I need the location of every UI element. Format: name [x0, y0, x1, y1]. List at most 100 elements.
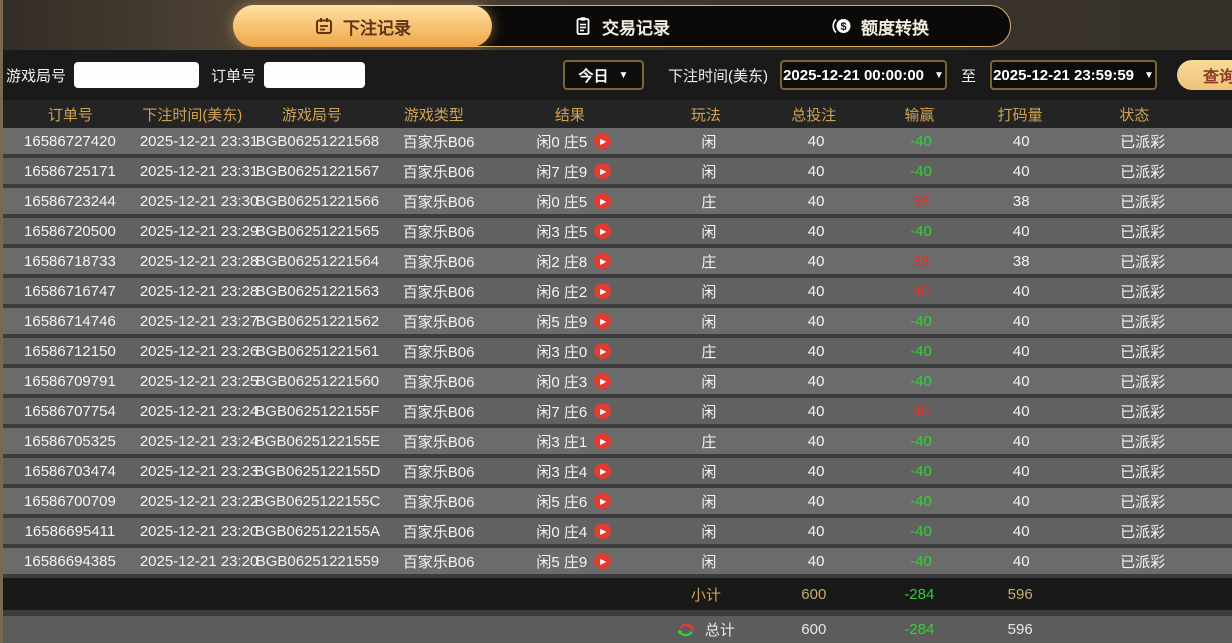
- play-icon[interactable]: ▶: [594, 523, 612, 539]
- col-turnover: 打码量: [997, 106, 1043, 124]
- cell-order-no: 16586707754: [24, 402, 116, 420]
- cell-game-round: BGB0625122155F: [255, 402, 380, 420]
- play-icon[interactable]: ▶: [594, 253, 612, 269]
- subtotal-bet: 600: [801, 585, 827, 603]
- cell-play-type: 闲: [701, 403, 717, 421]
- cell-game-round: BGB06251221565: [255, 222, 380, 240]
- cell-game-round: BGB0625122155A: [254, 522, 380, 540]
- subtotal-row: 小计 600 -284 596: [0, 578, 1232, 610]
- total-label: 总计: [704, 622, 735, 639]
- cell-total-bet: 40: [807, 162, 825, 180]
- tabs-container: 下注记录 交易记录: [233, 5, 1011, 47]
- play-icon[interactable]: ▶: [594, 433, 612, 449]
- cell-status: 已派彩: [1120, 523, 1166, 541]
- table-row: 16586727420 2025-12-21 23:31 BGB06251221…: [0, 128, 1232, 158]
- refresh-icon[interactable]: [677, 621, 695, 639]
- cell-order-no: 16586705325: [24, 432, 116, 450]
- cell-win-loss: -40: [910, 432, 932, 450]
- cell-result: 闲6 庄2 ▶: [492, 281, 655, 302]
- cell-play-type: 庄: [701, 193, 717, 211]
- cell-status: 已派彩: [1120, 283, 1166, 301]
- cell-result: 闲2 庄8 ▶: [492, 251, 655, 272]
- cell-bet-time: 2025-12-21 23:30: [139, 192, 259, 210]
- cell-win-loss: -40: [910, 522, 932, 540]
- play-icon[interactable]: ▶: [594, 343, 612, 359]
- play-icon[interactable]: ▶: [594, 553, 612, 569]
- cell-win-loss: 38: [912, 252, 930, 270]
- search-button[interactable]: 查询: [1177, 60, 1232, 90]
- datetime-to-select[interactable]: 2025-12-21 23:59:59 ▼: [990, 60, 1158, 90]
- cell-game-type: 百家乐B06: [402, 343, 475, 361]
- cell-order-no: 16586718733: [24, 252, 116, 270]
- cell-game-round: BGB0625122155E: [254, 432, 380, 450]
- cell-result: 闲0 庄4 ▶: [492, 521, 655, 542]
- cell-turnover: 38: [1012, 192, 1030, 210]
- date-preset-select[interactable]: 今日 ▼: [563, 60, 644, 90]
- result-text: 闲0 庄3: [536, 373, 588, 391]
- left-frame-border: [0, 0, 3, 643]
- cell-play-type: 闲: [701, 223, 717, 241]
- col-order-no: 订单号: [47, 106, 93, 124]
- play-icon[interactable]: ▶: [594, 463, 612, 479]
- datetime-from-select[interactable]: 2025-12-21 00:00:00 ▼: [780, 60, 947, 90]
- cell-status: 已派彩: [1120, 493, 1166, 511]
- table-row: 16586712150 2025-12-21 23:26 BGB06251221…: [0, 338, 1232, 368]
- tab-credit-conversion[interactable]: $ 额度转换: [751, 6, 1010, 46]
- cell-game-type: 百家乐B06: [402, 253, 475, 271]
- play-icon[interactable]: ▶: [594, 403, 612, 419]
- cell-turnover: 40: [1012, 342, 1030, 360]
- cell-win-loss: -40: [910, 312, 932, 330]
- cell-win-loss: -40: [910, 162, 932, 180]
- cell-win-loss: -40: [910, 372, 932, 390]
- to-label: 至: [961, 67, 977, 85]
- cell-total-bet: 40: [807, 402, 825, 420]
- cell-win-loss: -40: [910, 342, 932, 360]
- cell-win-loss: -40: [910, 492, 932, 510]
- cell-win-loss: 40: [912, 402, 930, 420]
- cell-order-no: 16586714746: [24, 312, 116, 330]
- cell-turnover: 40: [1012, 222, 1030, 240]
- cell-status: 已派彩: [1120, 253, 1166, 271]
- cell-status: 已派彩: [1120, 373, 1166, 391]
- table-row: 16586694385 2025-12-21 23:20 BGB06251221…: [0, 548, 1232, 578]
- tab-label: 额度转换: [861, 18, 929, 38]
- cell-result: 闲0 庄5 ▶: [492, 191, 655, 212]
- cell-result: 闲3 庄0 ▶: [492, 341, 655, 362]
- chevron-down-icon: ▼: [1144, 69, 1154, 81]
- play-icon[interactable]: ▶: [594, 283, 612, 299]
- tab-transaction-records[interactable]: 交易记录: [492, 6, 751, 46]
- row-divider: [0, 610, 1232, 616]
- cell-turnover: 40: [1012, 462, 1030, 480]
- result-text: 闲5 庄9: [536, 553, 588, 571]
- play-icon[interactable]: ▶: [594, 133, 612, 149]
- cell-win-loss: -40: [910, 462, 932, 480]
- cell-play-type: 闲: [701, 283, 717, 301]
- result-text: 闲5 庄9: [536, 313, 588, 331]
- total-bet: 600: [801, 621, 827, 638]
- cell-result: 闲0 庄5 ▶: [492, 131, 655, 152]
- play-icon[interactable]: ▶: [594, 193, 612, 209]
- tab-betting-records[interactable]: 下注记录: [233, 5, 492, 47]
- order-no-input[interactable]: [264, 62, 366, 88]
- cell-play-type: 闲: [701, 373, 717, 391]
- play-icon[interactable]: ▶: [594, 373, 612, 389]
- cell-bet-time: 2025-12-21 23:22: [139, 492, 259, 510]
- play-icon[interactable]: ▶: [594, 163, 612, 179]
- subtotal-turnover: 596: [1007, 585, 1033, 603]
- col-win-loss: 输赢: [904, 106, 935, 124]
- cell-win-loss: 38: [912, 192, 930, 210]
- play-icon[interactable]: ▶: [594, 313, 612, 329]
- cell-result: 闲0 庄3 ▶: [492, 371, 655, 392]
- result-text: 闲0 庄4: [536, 523, 588, 541]
- play-icon[interactable]: ▶: [594, 223, 612, 239]
- play-icon[interactable]: ▶: [594, 493, 612, 509]
- subtotal-label: 小计: [690, 586, 721, 604]
- cell-bet-time: 2025-12-21 23:29: [139, 222, 259, 240]
- chevron-down-icon: ▼: [934, 69, 944, 81]
- cell-total-bet: 40: [807, 432, 825, 450]
- total-turnover: 596: [1007, 621, 1033, 638]
- game-round-input[interactable]: [74, 62, 200, 88]
- table-row: 16586705325 2025-12-21 23:24 BGB06251221…: [0, 428, 1232, 458]
- cell-status: 已派彩: [1120, 343, 1166, 361]
- cell-game-round: BGB06251221563: [255, 282, 380, 300]
